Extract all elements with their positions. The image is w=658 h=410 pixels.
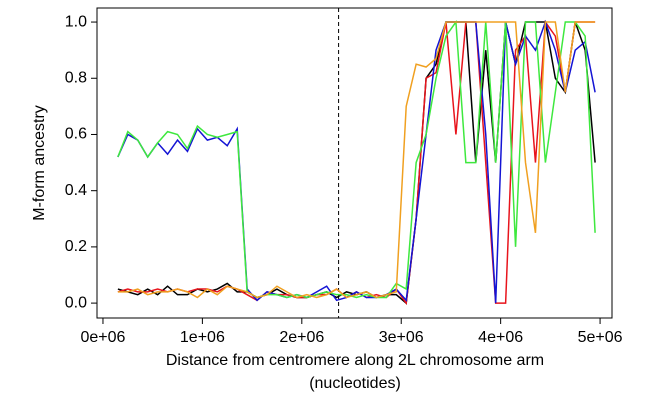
y-axis-label: M-form ancestry xyxy=(31,105,48,221)
y-tick-label: 0.0 xyxy=(65,294,87,311)
y-tick-label: 0.8 xyxy=(65,69,87,86)
x-tick-label: 2e+06 xyxy=(279,329,324,346)
x-tick-label: 5e+06 xyxy=(578,329,623,346)
y-tick-label: 0.2 xyxy=(65,238,87,255)
x-tick-label: 3e+06 xyxy=(379,329,424,346)
series-line xyxy=(117,19,596,299)
x-tick-label: 0e+06 xyxy=(80,329,125,346)
x-axis-label: Distance from centromere along 2L chromo… xyxy=(166,352,544,369)
y-tick-label: 1.0 xyxy=(65,13,87,30)
y-tick-label: 0.4 xyxy=(65,182,87,199)
x-tick-label: 1e+06 xyxy=(180,329,225,346)
series-line xyxy=(117,21,596,299)
series-line xyxy=(117,19,596,304)
y-tick-label: 0.6 xyxy=(65,126,87,143)
x-axis-label: (nucleotides) xyxy=(309,375,401,392)
plot-frame xyxy=(96,7,613,319)
x-tick-label: 4e+06 xyxy=(478,329,523,346)
